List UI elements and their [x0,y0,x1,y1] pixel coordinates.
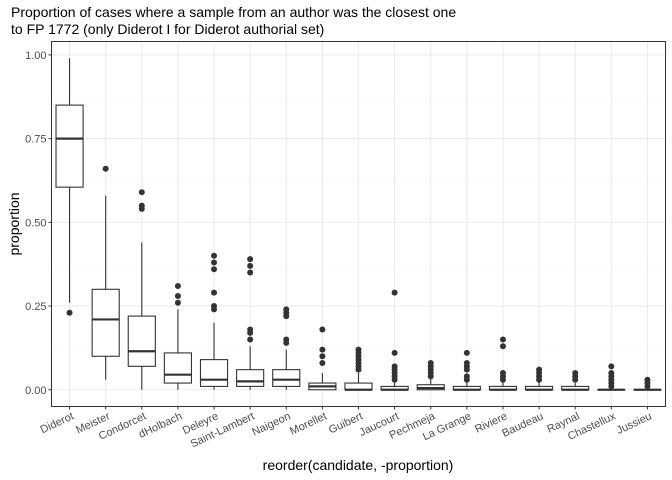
box-Jaucourt [380,289,409,391]
outlier-point [391,289,398,296]
outlier-point [608,370,615,377]
outlier-point [391,363,398,370]
box-Morellet [308,326,337,391]
box-Pechmeja [416,359,445,391]
outlier-point [211,259,218,266]
y-axis: 0.00 0.25 0.50 0.75 1.00 [25,50,52,397]
x-tick-label: Diderot [39,410,76,436]
outlier-point [319,359,326,366]
outlier-point [319,353,326,360]
chart-title: Proportion of cases where a sample from … [11,4,456,20]
outlier-point [102,165,109,172]
box-dHolbach [163,282,193,390]
outlier-point [66,309,73,316]
outlier-point [247,326,254,333]
box [91,288,120,357]
box [236,369,265,387]
box-Raynal [561,370,590,391]
chart-subtitle: to FP 1772 (only Diderot I for Diderot a… [11,21,324,37]
outlier-point [283,306,290,313]
outlier-point [463,349,470,356]
outlier-point [463,359,470,366]
outlier-point [427,359,434,366]
box-Condorcet [127,189,156,390]
outlier-point [247,269,254,276]
box-Jussieu [633,376,662,391]
outlier-point [247,256,254,263]
box-Baudeau [524,366,554,391]
x-tick-label: Baudeau [500,410,545,439]
outlier-point [211,303,218,310]
outlier-point [463,373,470,380]
box-Riviere [488,336,518,391]
outlier-point [247,336,254,343]
x-axis-title: reorder(candidate, -proportion) [263,457,454,473]
box-Saint-Lambert [236,256,265,390]
outlier-point [211,252,218,259]
outlier-point [138,189,145,196]
box [272,369,301,387]
box-La Grange [452,349,481,391]
y-tick-label: 0.50 [25,217,46,229]
x-tick-label: Jussieu [615,410,654,437]
outlier-point [319,326,326,333]
box-Guibert [344,346,373,391]
y-tick-label: 0.75 [25,134,46,146]
outlier-point [536,366,543,373]
outlier-point [211,289,218,296]
outlier-point [211,266,218,273]
box-Naigeon [272,306,301,390]
outlier-point [572,370,579,377]
box [163,352,193,384]
outlier-point [644,376,651,383]
outlier-point [499,370,506,377]
x-tick-label: Naigeon [250,410,292,438]
outlier-point [391,349,398,356]
box [55,104,84,188]
outlier-point [138,202,145,209]
outlier-point [608,363,615,370]
outlier-point [499,336,506,343]
y-tick-label: 0.00 [25,385,46,397]
y-tick-label: 0.25 [25,301,46,313]
outlier-point [174,292,181,299]
box-Meister [91,165,120,380]
box-Deleyre [199,252,229,390]
outlier-point [499,343,506,350]
outlier-point [355,346,362,353]
boxes [55,58,662,391]
outlier-point [247,262,254,269]
box [127,315,156,367]
outlier-point [283,336,290,343]
outlier-point [174,299,181,306]
x-tick-label: Morellet [288,410,329,437]
x-axis: DiderotMeisterCondorcetdHolbachDeleyreSa… [39,406,654,450]
outlier-point [174,282,181,289]
y-axis-title: proportion [6,192,22,255]
box-Chastellux [597,363,626,391]
outlier-point [319,346,326,353]
box [199,359,229,387]
y-tick-label: 1.00 [25,50,46,62]
box-Diderot [55,58,84,316]
